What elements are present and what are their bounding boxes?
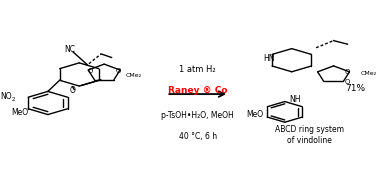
Text: CMe₂: CMe₂ (360, 71, 376, 76)
Text: NO: NO (0, 92, 12, 101)
Text: ABCD ring system
of vindoline: ABCD ring system of vindoline (275, 125, 344, 145)
Text: O: O (116, 68, 121, 74)
Text: 1 atm H₂: 1 atm H₂ (180, 65, 216, 74)
Text: 40 °C, 6 h: 40 °C, 6 h (179, 132, 217, 141)
Text: HN: HN (263, 54, 275, 63)
Text: 2: 2 (11, 97, 15, 102)
Text: 71%: 71% (345, 84, 366, 93)
Text: MeO: MeO (11, 108, 29, 117)
Text: Raney ® Co: Raney ® Co (168, 86, 228, 95)
Text: O: O (70, 86, 75, 95)
Text: NC: NC (64, 45, 75, 54)
Text: CMe₂: CMe₂ (126, 73, 142, 78)
Text: O: O (344, 69, 350, 75)
Text: MeO: MeO (246, 110, 263, 119)
Text: NH: NH (289, 95, 301, 104)
Text: O: O (87, 68, 93, 74)
Text: p-TsOH•H₂O, MeOH: p-TsOH•H₂O, MeOH (161, 111, 234, 120)
Text: O: O (344, 79, 350, 85)
